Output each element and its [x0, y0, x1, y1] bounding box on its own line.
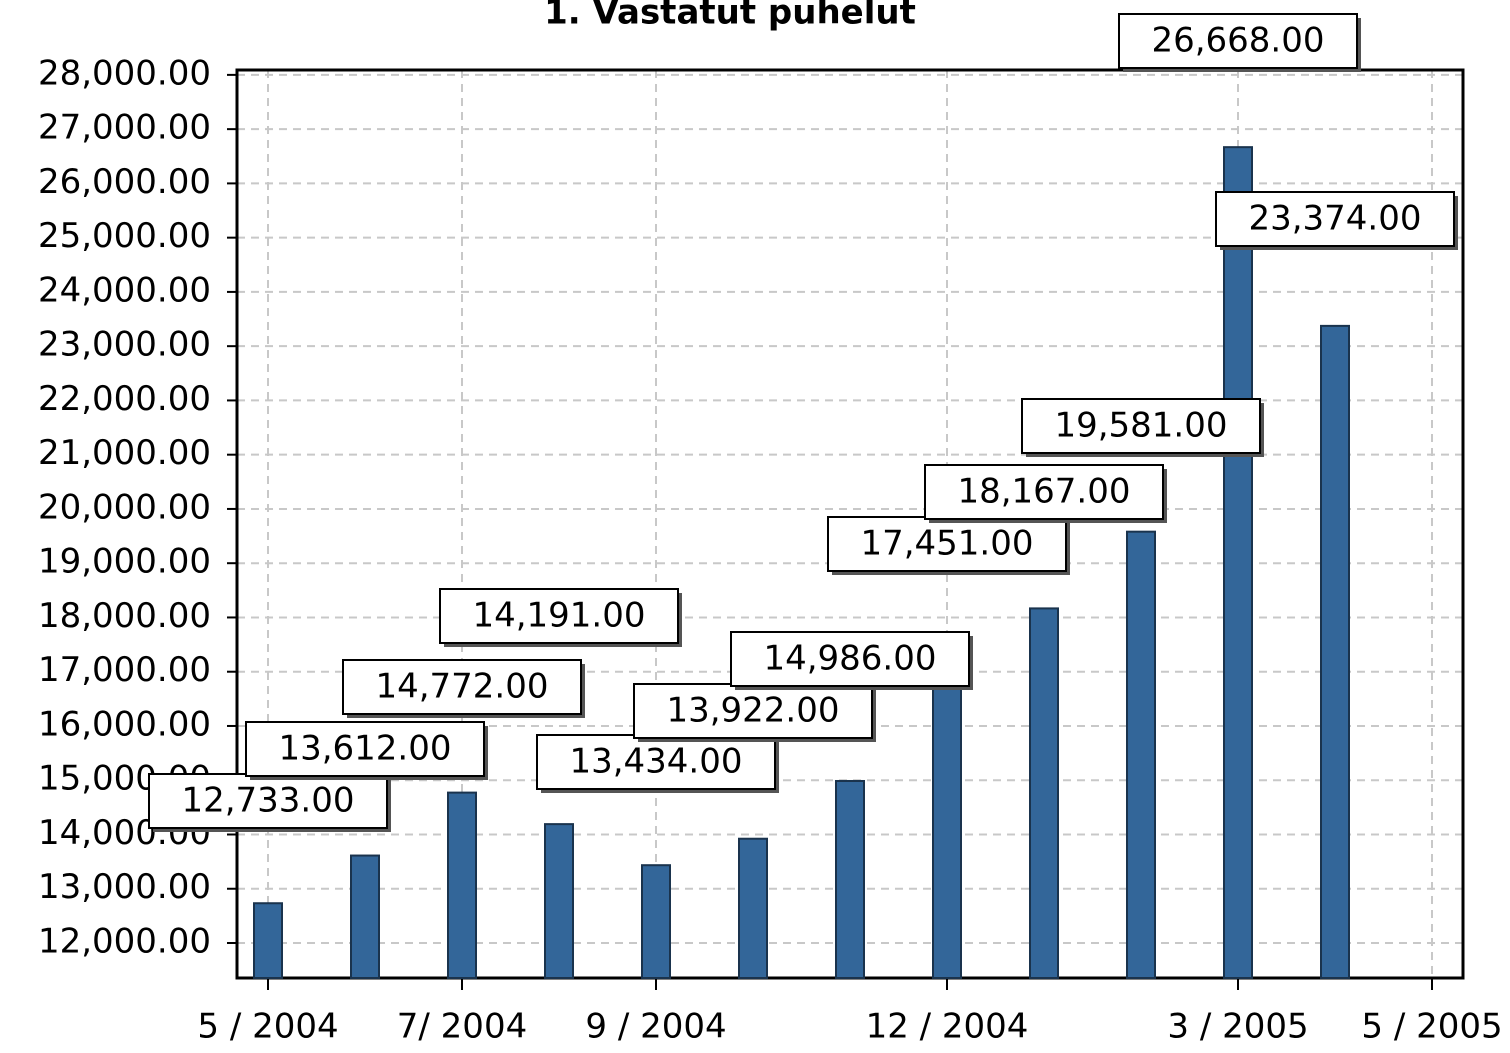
y-tick-label: 19,000.00 — [38, 542, 211, 582]
y-tick-label: 28,000.00 — [38, 53, 211, 93]
x-tick-label: 9 / 2004 — [585, 1007, 726, 1047]
y-tick-label: 20,000.00 — [38, 487, 211, 527]
bar — [447, 791, 477, 980]
bar — [641, 864, 671, 979]
bar — [1223, 146, 1253, 979]
y-tick-label: 23,000.00 — [38, 325, 211, 365]
label-box — [148, 773, 388, 829]
y-tick-label: 12,000.00 — [38, 922, 211, 962]
y-tick-label: 13,000.00 — [38, 867, 211, 907]
label-box — [1215, 191, 1455, 247]
data-label: 12,733.00 — [181, 781, 354, 821]
data-label: 18,167.00 — [957, 472, 1130, 512]
y-tick-label: 21,000.00 — [38, 433, 211, 473]
x-tick-label: 12 / 2004 — [866, 1007, 1029, 1047]
label-box — [1021, 398, 1261, 454]
x-tick-label: 5 / 2004 — [197, 1007, 338, 1047]
bar — [932, 646, 962, 980]
y-tick-label: 17,000.00 — [38, 650, 211, 690]
x-tick-label: 5 / 2005 — [1361, 1007, 1502, 1047]
data-label: 23,374.00 — [1248, 199, 1421, 239]
bar — [835, 779, 865, 979]
y-tick-label: 18,000.00 — [38, 596, 211, 636]
data-label: 17,451.00 — [860, 524, 1033, 564]
label-box — [245, 721, 485, 777]
x-tick-label: 3 / 2005 — [1167, 1007, 1308, 1047]
label-box — [633, 683, 873, 739]
data-label: 14,986.00 — [763, 639, 936, 679]
x-tick-label: 7/ 2004 — [397, 1007, 527, 1047]
bar — [350, 854, 380, 979]
bar — [544, 823, 574, 979]
y-tick-label: 24,000.00 — [38, 270, 211, 310]
y-tick-label: 26,000.00 — [38, 162, 211, 202]
data-label: 14,191.00 — [472, 596, 645, 636]
bar — [738, 837, 768, 979]
chart-title: 1. Vastatut puhelut — [544, 0, 916, 33]
bar — [1126, 530, 1156, 979]
data-label: 19,581.00 — [1054, 406, 1227, 446]
label-box — [536, 734, 776, 790]
data-label: 14,772.00 — [375, 667, 548, 707]
bar — [253, 902, 283, 979]
label-box — [439, 588, 679, 644]
y-tick-label: 16,000.00 — [38, 704, 211, 744]
label-box — [827, 516, 1067, 572]
y-tick-label: 27,000.00 — [38, 108, 211, 148]
label-box — [342, 659, 582, 715]
label-box — [1118, 13, 1358, 69]
y-tick-label: 25,000.00 — [38, 216, 211, 256]
label-box — [924, 464, 1164, 520]
data-label: 26,668.00 — [1151, 21, 1324, 61]
data-label: 13,612.00 — [278, 729, 451, 769]
bar — [1029, 607, 1059, 979]
data-label: 13,434.00 — [569, 742, 742, 782]
y-tick-label: 22,000.00 — [38, 379, 211, 419]
data-label: 13,922.00 — [666, 691, 839, 731]
bar — [1320, 324, 1350, 979]
label-box — [730, 631, 970, 687]
